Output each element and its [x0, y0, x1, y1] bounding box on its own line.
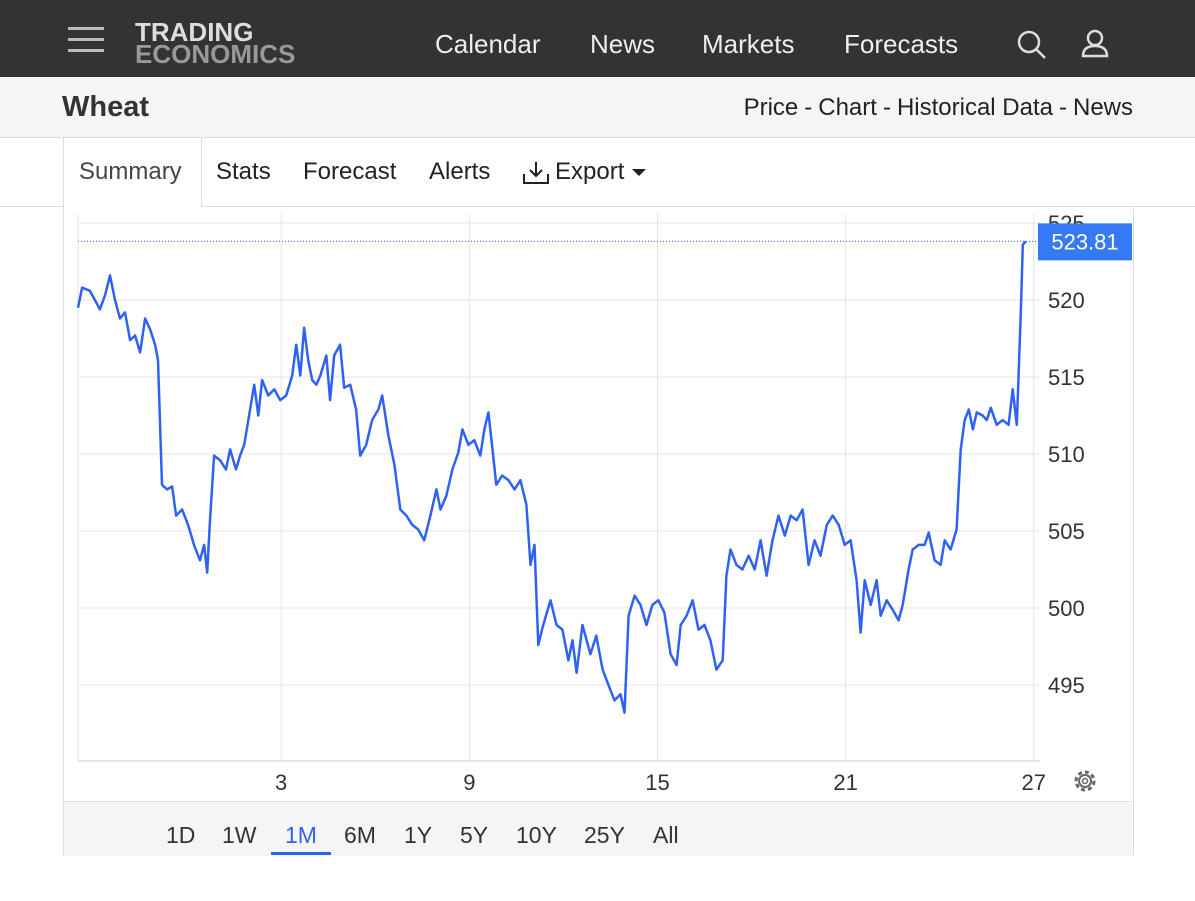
range-bar: 1D 1W 1M 6M 1Y 5Y 10Y 25Y All — [64, 801, 1132, 856]
price-line — [76, 240, 1027, 714]
nav-link[interactable]: Forecasts — [844, 29, 959, 59]
x-tick-label: 15 — [645, 770, 669, 795]
range-button[interactable]: 1Y — [404, 822, 433, 848]
x-tick-label: 9 — [463, 770, 475, 795]
last-price-label: 523.81 — [1051, 229, 1118, 254]
settings-icon[interactable] — [1074, 770, 1096, 792]
range-button[interactable]: 6M — [344, 822, 376, 848]
y-tick-label: 510 — [1048, 442, 1085, 467]
separator: - — [882, 94, 891, 121]
tab[interactable]: Export — [555, 158, 625, 185]
range-button[interactable]: 25Y — [584, 822, 625, 848]
tab[interactable]: Alerts — [429, 158, 491, 185]
logo[interactable]: ECONOMICS — [135, 39, 296, 69]
breadcrumb-link[interactable]: Chart — [818, 94, 877, 121]
separator: - — [804, 94, 813, 121]
range-button[interactable]: 1M — [285, 822, 317, 848]
breadcrumb-link[interactable]: Price — [743, 94, 799, 121]
x-tick-label: 21 — [833, 770, 857, 795]
range-button[interactable]: 5Y — [460, 822, 489, 848]
range-button[interactable]: 10Y — [516, 822, 557, 848]
top-bar: TRADING ECONOMICS Calendar News Markets For… — [0, 0, 1195, 77]
sub-header: Wheat Price - Chart - Historical Data - News — [0, 77, 1195, 138]
dropdown-caret — [632, 169, 646, 176]
nav-link[interactable]: Markets — [702, 29, 795, 59]
range-button[interactable]: All — [653, 822, 679, 848]
nav-link[interactable]: News — [590, 29, 656, 59]
breadcrumb-link[interactable]: News — [1072, 94, 1133, 121]
search-icon[interactable] — [1016, 29, 1048, 61]
x-tick-label: 27 — [1021, 770, 1045, 795]
active-tab — [63, 138, 202, 207]
user-icon[interactable] — [1080, 28, 1112, 60]
y-tick-label: 505 — [1048, 519, 1085, 544]
tab[interactable]: Summary — [79, 158, 182, 185]
tab[interactable]: Forecast — [303, 158, 397, 185]
y-tick-label: 500 — [1048, 596, 1085, 621]
last-price-tag — [1038, 223, 1132, 261]
tab-bar: Summary Stats Forecast Alerts Export — [0, 138, 1195, 207]
y-tick-label: 520 — [1048, 288, 1085, 313]
range-button[interactable]: 1D — [166, 822, 196, 848]
tab[interactable]: Stats — [216, 158, 271, 185]
nav-link[interactable]: Calendar — [435, 29, 541, 59]
y-tick-label: 495 — [1048, 673, 1085, 698]
export-icon — [523, 162, 549, 184]
page-title: Wheat — [62, 91, 149, 123]
breadcrumb-link[interactable]: Historical Data — [896, 94, 1053, 121]
active-underline — [271, 852, 331, 855]
range-button[interactable]: 1W — [222, 822, 257, 848]
breadcrumbs: Price - Chart - Historical Data - News — [744, 94, 1133, 122]
logo[interactable]: TRADING — [135, 17, 254, 47]
y-tick-label: 515 — [1048, 365, 1085, 390]
menu-button[interactable] — [68, 27, 104, 53]
separator: - — [1058, 94, 1067, 121]
x-tick-label: 3 — [275, 770, 287, 795]
